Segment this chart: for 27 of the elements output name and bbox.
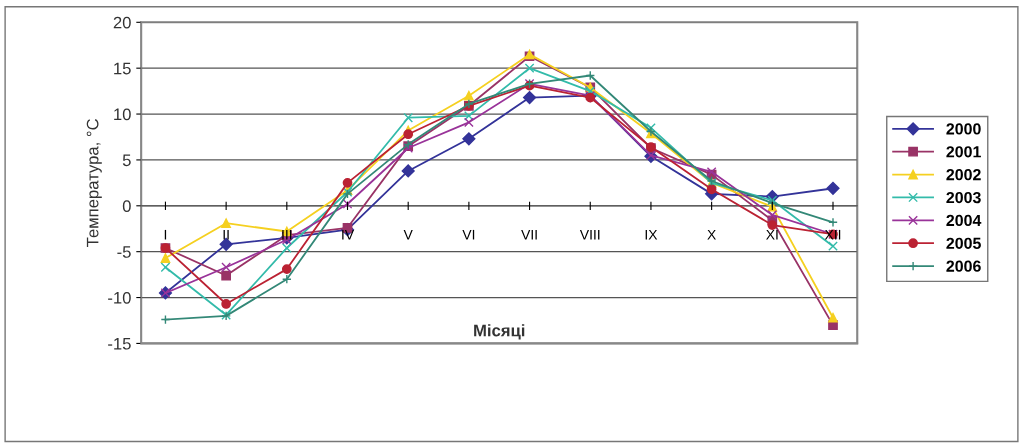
- legend-label: 2000: [946, 123, 981, 135]
- y-tick-label: 15: [114, 62, 131, 75]
- legend-label: 2002: [946, 169, 981, 181]
- x-tick-label: II: [223, 229, 229, 240]
- x-tick-label: VII: [521, 229, 537, 240]
- y-tick-label: 10: [114, 108, 131, 121]
- y-tick-label: 20: [113, 16, 131, 29]
- y-tick-label: 5: [122, 154, 131, 167]
- y-tick-label: -5: [117, 246, 131, 258]
- x-tick-label: IX: [645, 229, 658, 240]
- x-tick-label: III: [282, 229, 292, 240]
- x-tick-label: I: [164, 229, 167, 240]
- legend-label: 2001: [946, 146, 981, 158]
- legend-label: 2006: [946, 260, 981, 272]
- y-tick-label: -15: [108, 337, 131, 350]
- x-tick-label: XI: [766, 229, 778, 240]
- legend-label: 2003: [946, 191, 981, 204]
- y-tick-label: 0: [122, 200, 131, 212]
- x-tick-label: X: [707, 229, 716, 240]
- x-tick-label: VI: [462, 229, 475, 240]
- y-axis-title: Температура, °С: [86, 119, 102, 247]
- x-tick-label: VIII: [579, 229, 600, 240]
- x-tick-label: V: [403, 229, 413, 240]
- legend-label: 2004: [946, 214, 982, 227]
- legend-label: 2005: [946, 237, 981, 249]
- x-axis-title: Місяці: [474, 324, 525, 340]
- y-tick-label: -10: [108, 291, 131, 304]
